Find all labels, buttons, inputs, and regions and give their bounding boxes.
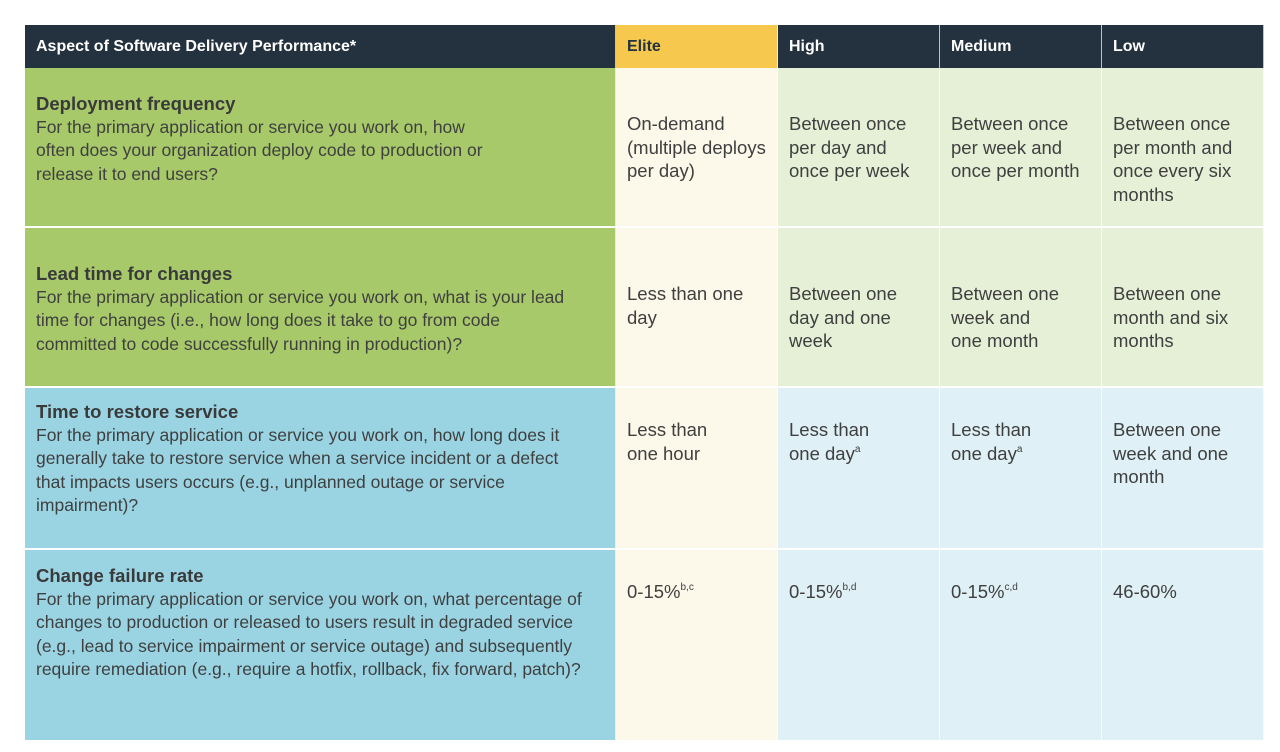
- footnote-marker: b,d: [842, 582, 857, 593]
- low-value: 46-60%: [1102, 550, 1264, 740]
- header-high: High: [778, 25, 940, 68]
- low-value: Between one month and six months: [1102, 228, 1264, 388]
- footnote-marker: c,d: [1004, 582, 1018, 593]
- elite-value: 0-15%b,c: [616, 550, 778, 740]
- performance-table: Aspect of Software Delivery Performance*…: [25, 25, 1264, 740]
- header-medium: Medium: [940, 25, 1102, 68]
- high-value: Less than one daya: [778, 388, 940, 550]
- aspect-description: For the primary application or service y…: [36, 588, 582, 680]
- elite-value: Less than one day: [616, 228, 778, 388]
- footnote-marker: a: [854, 443, 861, 455]
- footnote-marker: b,c: [680, 582, 694, 593]
- medium-value: Between one week and one month: [940, 228, 1102, 388]
- header-elite: Elite: [616, 25, 778, 68]
- high-value: 0-15%b,d: [778, 550, 940, 740]
- aspect-description: For the primary application or service y…: [36, 286, 565, 354]
- header-low: Low: [1102, 25, 1264, 68]
- aspect-title: Change failure rate: [36, 565, 204, 586]
- high-value: Between one day and one week: [778, 228, 940, 388]
- aspect-description: For the primary application or service y…: [36, 116, 483, 184]
- aspect-lead-time: Lead time for changes For the primary ap…: [25, 228, 616, 388]
- header-aspect: Aspect of Software Delivery Performance*: [25, 25, 616, 68]
- medium-value: Less than one daya: [940, 388, 1102, 550]
- high-value: Between once per day and once per week: [778, 68, 940, 228]
- elite-value: Less than one hour: [616, 388, 778, 550]
- aspect-deployment-frequency: Deployment frequency For the primary app…: [25, 68, 616, 228]
- footnote-marker: a: [1016, 443, 1023, 455]
- low-value: Between one week and one month: [1102, 388, 1264, 550]
- elite-value: On-demand (multiple deploys per day): [616, 68, 778, 228]
- low-value: Between once per month and once every si…: [1102, 68, 1264, 228]
- aspect-title: Time to restore service: [36, 401, 239, 422]
- aspect-title: Lead time for changes: [36, 263, 233, 284]
- aspect-description: For the primary application or service y…: [36, 424, 560, 516]
- aspect-change-failure-rate: Change failure rate For the primary appl…: [25, 550, 616, 740]
- medium-value: Between once per week and once per month: [940, 68, 1102, 228]
- aspect-title: Deployment frequency: [36, 93, 236, 114]
- aspect-time-to-restore: Time to restore service For the primary …: [25, 388, 616, 550]
- medium-value: 0-15%c,d: [940, 550, 1102, 740]
